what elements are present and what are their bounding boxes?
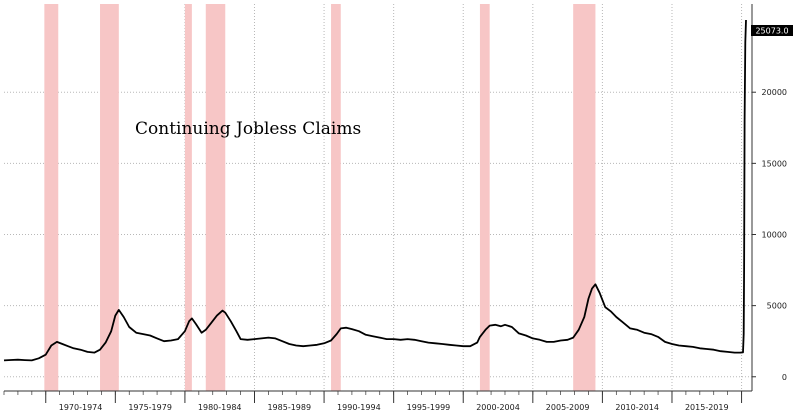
recession-band	[44, 4, 59, 391]
x-tick-label: 2015-2019	[685, 403, 729, 412]
recession-shading	[44, 4, 596, 391]
x-tick-label: 1975-1979	[128, 403, 172, 412]
recession-band	[479, 4, 490, 391]
chart-title: Continuing Jobless Claims	[135, 119, 361, 139]
last-value-box	[751, 25, 793, 36]
x-tick-label: 1980-1984	[198, 403, 242, 412]
y-tick-label: 15000	[762, 159, 787, 168]
x-tick-label: 1985-1989	[267, 403, 311, 412]
x-tick-label: 2005-2009	[546, 403, 590, 412]
x-tick-label: 1970-1974	[59, 403, 103, 412]
recession-band	[100, 4, 119, 391]
x-tick-label: 1990-1994	[337, 403, 381, 412]
recession-band	[205, 4, 226, 391]
recession-band	[331, 4, 341, 391]
y-tick-label: 10000	[762, 230, 787, 239]
series-line	[3, 19, 747, 362]
y-tick-label: 5000	[767, 302, 787, 311]
recession-band	[184, 4, 192, 391]
y-tick-label: 0	[782, 373, 787, 382]
last-value-label: 25073.0	[751, 25, 793, 36]
axes: 0 5000 10000 15000 20000 1970-1974 1975-1979 19…	[3, 4, 787, 412]
x-tick-label: 2010-2014	[615, 403, 659, 412]
series-line-group	[3, 19, 747, 362]
x-tick-label: 2000-2004	[476, 403, 520, 412]
x-tick-label: 1995-1999	[407, 403, 451, 412]
last-value-text: 25073.0	[755, 27, 788, 36]
y-tick-label: 20000	[762, 88, 787, 97]
